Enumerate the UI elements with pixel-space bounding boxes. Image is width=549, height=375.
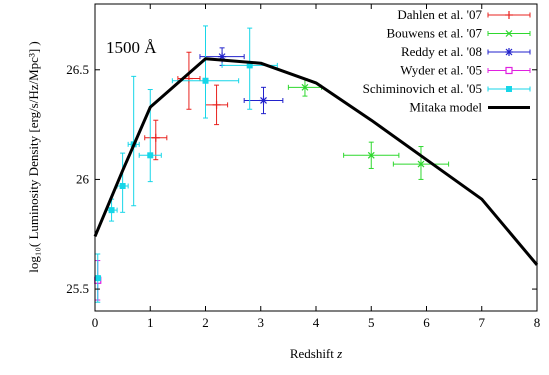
y-axis-title: log₁₀( Luminosity Density [erg/s/Hz/Mpc³… bbox=[26, 41, 41, 273]
series-1-point-2 bbox=[417, 160, 425, 168]
legend-label-2: Reddy et al. '08 bbox=[401, 44, 482, 59]
y-tick-label-2: 26.5 bbox=[66, 62, 89, 77]
x-tick-label-5: 5 bbox=[368, 315, 375, 330]
series-4-point-0 bbox=[94, 275, 101, 282]
series-1-point-0-d2 bbox=[301, 83, 309, 91]
x-tick-label-7: 7 bbox=[479, 315, 486, 330]
legend-label-3: Wyder et al. '05 bbox=[400, 63, 482, 78]
legend-marker-4 bbox=[506, 86, 512, 92]
series-4-point-5-errorbar bbox=[171, 25, 240, 119]
legend-entry-2: Reddy et al. '08 bbox=[401, 44, 531, 59]
chart-axes: 0 1 2 3 4 5 6 7 8 25.5 26 26.5 bbox=[66, 4, 540, 330]
series-4-point-1 bbox=[108, 207, 115, 214]
model-line bbox=[93, 57, 539, 266]
series-4-point-2-box bbox=[119, 183, 126, 190]
series-0-point-1 bbox=[212, 100, 221, 109]
wavelength-annotation: 1500 Å bbox=[106, 38, 157, 57]
legend-label-1: Bouwens et al. '07 bbox=[387, 26, 483, 41]
series-1 bbox=[287, 78, 450, 180]
x-tick-label-0: 0 bbox=[92, 315, 99, 330]
legend-marker-1 bbox=[505, 30, 513, 37]
x-tick-label-1: 1 bbox=[147, 315, 154, 330]
series-1-point-1-d2 bbox=[367, 151, 375, 159]
series-1-point-0 bbox=[301, 83, 309, 91]
legend-label-5: Mitaka model bbox=[409, 100, 482, 115]
legend-marker-2-d2 bbox=[505, 48, 513, 56]
series-4-point-2 bbox=[119, 183, 126, 190]
legend-label-0: Dahlen et al. '07 bbox=[397, 7, 482, 22]
series-4-point-4-box bbox=[147, 152, 154, 159]
series-4-point-4 bbox=[147, 152, 154, 159]
x-axis-title: Redshift z bbox=[290, 346, 342, 361]
series-4-point-1-box bbox=[108, 207, 115, 214]
x-tick-label-3: 3 bbox=[258, 315, 265, 330]
x-tick-label-4: 4 bbox=[313, 315, 320, 330]
series-0-point-2 bbox=[151, 133, 160, 142]
legend-label-4: Schiminovich et al. '05 bbox=[363, 81, 482, 96]
y-tick-label-0: 25.5 bbox=[66, 281, 89, 296]
x-axis-title-variable: z bbox=[336, 346, 342, 361]
y-tick-label-1: 26 bbox=[76, 171, 90, 186]
legend-entry-5: Mitaka model bbox=[409, 100, 530, 115]
legend-marker-0 bbox=[505, 11, 513, 19]
legend-entry-1: Bouwens et al. '07 bbox=[387, 26, 531, 41]
series-1-point-1 bbox=[367, 151, 375, 159]
x-tick-label-2: 2 bbox=[202, 315, 209, 330]
x-axis-title-text: Redshift bbox=[290, 346, 337, 361]
legend-marker-3-box bbox=[505, 66, 513, 75]
series-2-point-1-d2 bbox=[260, 97, 267, 104]
legend-entry-4: Schiminovich et al. '05 bbox=[363, 81, 531, 96]
series-4-point-6-errorbar bbox=[221, 27, 278, 110]
legend-entry-3: Wyder et al. '05 bbox=[400, 63, 531, 78]
series-1-point-2-errorbar bbox=[392, 146, 450, 180]
chart-legend: Dahlen et al. '07 Bouwens et al. '07 Reddy… bbox=[363, 7, 531, 115]
legend-marker-4-box bbox=[506, 86, 512, 92]
series-1-point-2-d2 bbox=[417, 160, 425, 168]
series-0 bbox=[144, 51, 229, 161]
legend-marker-2 bbox=[505, 48, 513, 56]
x-tick-label-8: 8 bbox=[534, 315, 541, 330]
series-4-point-5 bbox=[202, 77, 209, 84]
legend-marker-1-d2 bbox=[505, 30, 513, 37]
series-4-point-4-errorbar bbox=[138, 89, 162, 183]
series-4-point-5-box bbox=[202, 77, 209, 84]
series-4 bbox=[94, 25, 278, 303]
series-4-point-0-box bbox=[94, 275, 101, 282]
legend-entry-0: Dahlen et al. '07 bbox=[397, 7, 531, 22]
legend-marker-3 bbox=[505, 66, 513, 75]
x-tick-label-6: 6 bbox=[423, 315, 430, 330]
series-4-point-3-errorbar bbox=[127, 75, 140, 207]
series-2 bbox=[199, 47, 284, 115]
series-2-point-1 bbox=[259, 96, 268, 105]
